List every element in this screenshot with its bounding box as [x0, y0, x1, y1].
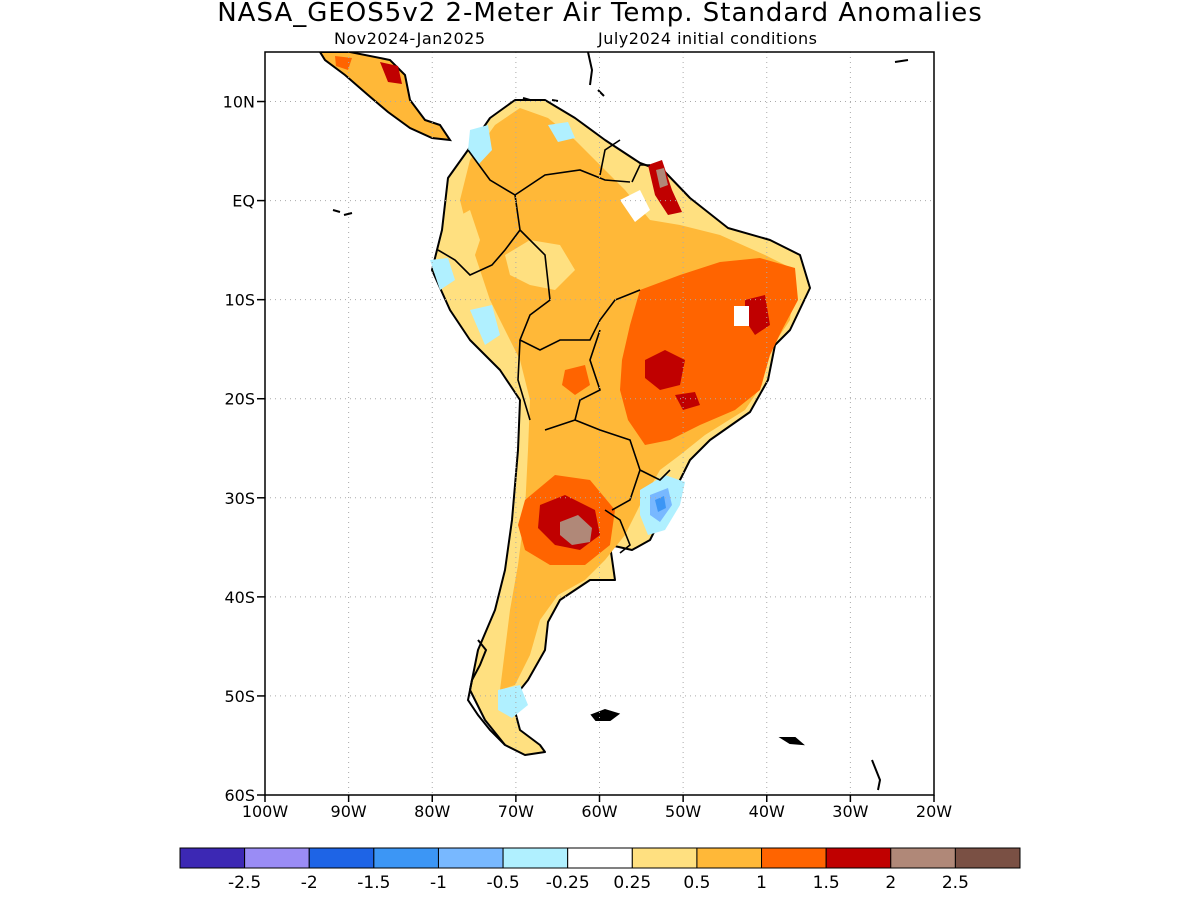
country-borders	[437, 139, 671, 554]
anomaly-2-2p5-guiana	[656, 168, 668, 188]
lon-tick-label: 100W	[242, 802, 289, 821]
colorbar-label: -0.5	[486, 873, 519, 893]
anomaly-negative-ecuador	[430, 258, 455, 290]
forecast-period: Nov2024-Jan2025	[334, 29, 486, 48]
anomaly-negative-southern-brazil-strong	[655, 496, 666, 512]
colorbar-swatch	[244, 847, 310, 869]
colorbar-label: -1	[430, 873, 447, 893]
anomaly-negative-peru	[470, 305, 500, 345]
anomaly-1p5-2-brazil-center	[645, 350, 685, 390]
lat-tick-label: 10S	[224, 291, 255, 310]
lat-tick-label: 50S	[224, 687, 255, 706]
colorbar-swatch	[954, 847, 1021, 869]
colorbar-swatch	[308, 847, 375, 869]
central-america-landmass	[318, 52, 453, 142]
colorbar-label: 0.5	[683, 873, 710, 893]
colorbar-swatch	[761, 847, 827, 869]
lat-tick-label: 40S	[224, 588, 255, 607]
colorbar-label: -0.25	[546, 873, 590, 893]
latitude-tick-labels: 10N EQ 10S 20S 30S 40S 50S 60S	[223, 93, 255, 805]
initial-conditions: July2024 initial conditions	[598, 29, 818, 48]
lon-tick-label: 50W	[665, 802, 701, 821]
lat-tick-label: 60S	[224, 786, 255, 805]
colorbar-label: -2	[301, 873, 318, 893]
lat-tick-label: 20S	[224, 390, 255, 409]
colorbar-swatch	[373, 847, 439, 869]
figure-title: NASA_GEOS5v2 2-Meter Air Temp. Standard …	[217, 0, 983, 28]
anomaly-neutral-patch-north	[620, 190, 650, 222]
colorbar-swatch	[502, 847, 569, 869]
lon-tick-label: 60W	[581, 802, 617, 821]
colorbar-labels: -2.5 -2 -1.5 -1 -0.5 -0.25 0.25 0.5 1 1.5 2 2.5	[228, 873, 969, 893]
chile-archipelago	[466, 639, 506, 746]
colorbar-swatch	[890, 847, 956, 869]
anomaly-neutral-patch-colombia	[452, 210, 480, 270]
colorbar-swatch	[567, 847, 633, 869]
lon-tick-label: 90W	[331, 802, 367, 821]
south-georgia	[778, 737, 805, 746]
lon-tick-label: 30W	[832, 802, 868, 821]
colorbar-swatch	[437, 847, 504, 869]
anomaly-1-1p5-central-america	[335, 56, 352, 70]
anomaly-1-1p5-bolivia	[562, 365, 590, 395]
lon-tick-label: 70W	[498, 802, 534, 821]
anomaly-1p5-2-brazil-east	[745, 295, 770, 335]
lon-tick-label: 20W	[916, 802, 952, 821]
map-frame	[264, 51, 935, 796]
anomaly-negative-colombia	[468, 125, 492, 165]
map-area	[318, 52, 909, 791]
colorbar	[179, 847, 1021, 869]
lon-tick-label: 40W	[749, 802, 785, 821]
anomaly-1p5-2-guiana	[648, 160, 682, 215]
colorbar-label: 1.5	[813, 873, 840, 893]
caribbean-islands	[522, 52, 909, 102]
colorbar-swatch	[825, 847, 892, 869]
colorbar-label: -2.5	[228, 873, 261, 893]
anomaly-2-2p5-argentina	[560, 515, 592, 545]
longitude-tick-labels: 100W 90W 80W 70W 60W 50W 40W 30W 20W	[242, 802, 952, 821]
sandwich-islands	[871, 759, 882, 791]
missing-value-cell	[734, 306, 749, 326]
anomaly-negative-venezuela	[548, 122, 575, 142]
colorbar-label: -1.5	[357, 873, 390, 893]
falkland-islands	[590, 708, 621, 721]
colorbar-label: 1	[756, 873, 767, 893]
anomaly-1p5-2-central-america	[380, 62, 402, 84]
anomaly-neutral-patch-amazon	[505, 240, 575, 290]
anomaly-1p5-2-brazil-south	[675, 392, 700, 410]
map-gridlines	[257, 52, 935, 802]
colorbar-swatch	[179, 847, 246, 869]
colorbar-label: 2	[885, 873, 896, 893]
lat-tick-label: 10N	[223, 93, 255, 112]
lat-tick-label: EQ	[232, 192, 255, 211]
colorbar-swatch	[631, 847, 698, 869]
colorbar-label: 2.5	[942, 873, 969, 893]
lon-tick-label: 80W	[414, 802, 450, 821]
colorbar-label: 0.25	[613, 873, 651, 893]
colorbar-swatch	[696, 847, 763, 869]
anomaly-negative-patagonia	[498, 685, 528, 718]
lat-tick-label: 30S	[224, 489, 255, 508]
galapagos	[332, 209, 353, 216]
